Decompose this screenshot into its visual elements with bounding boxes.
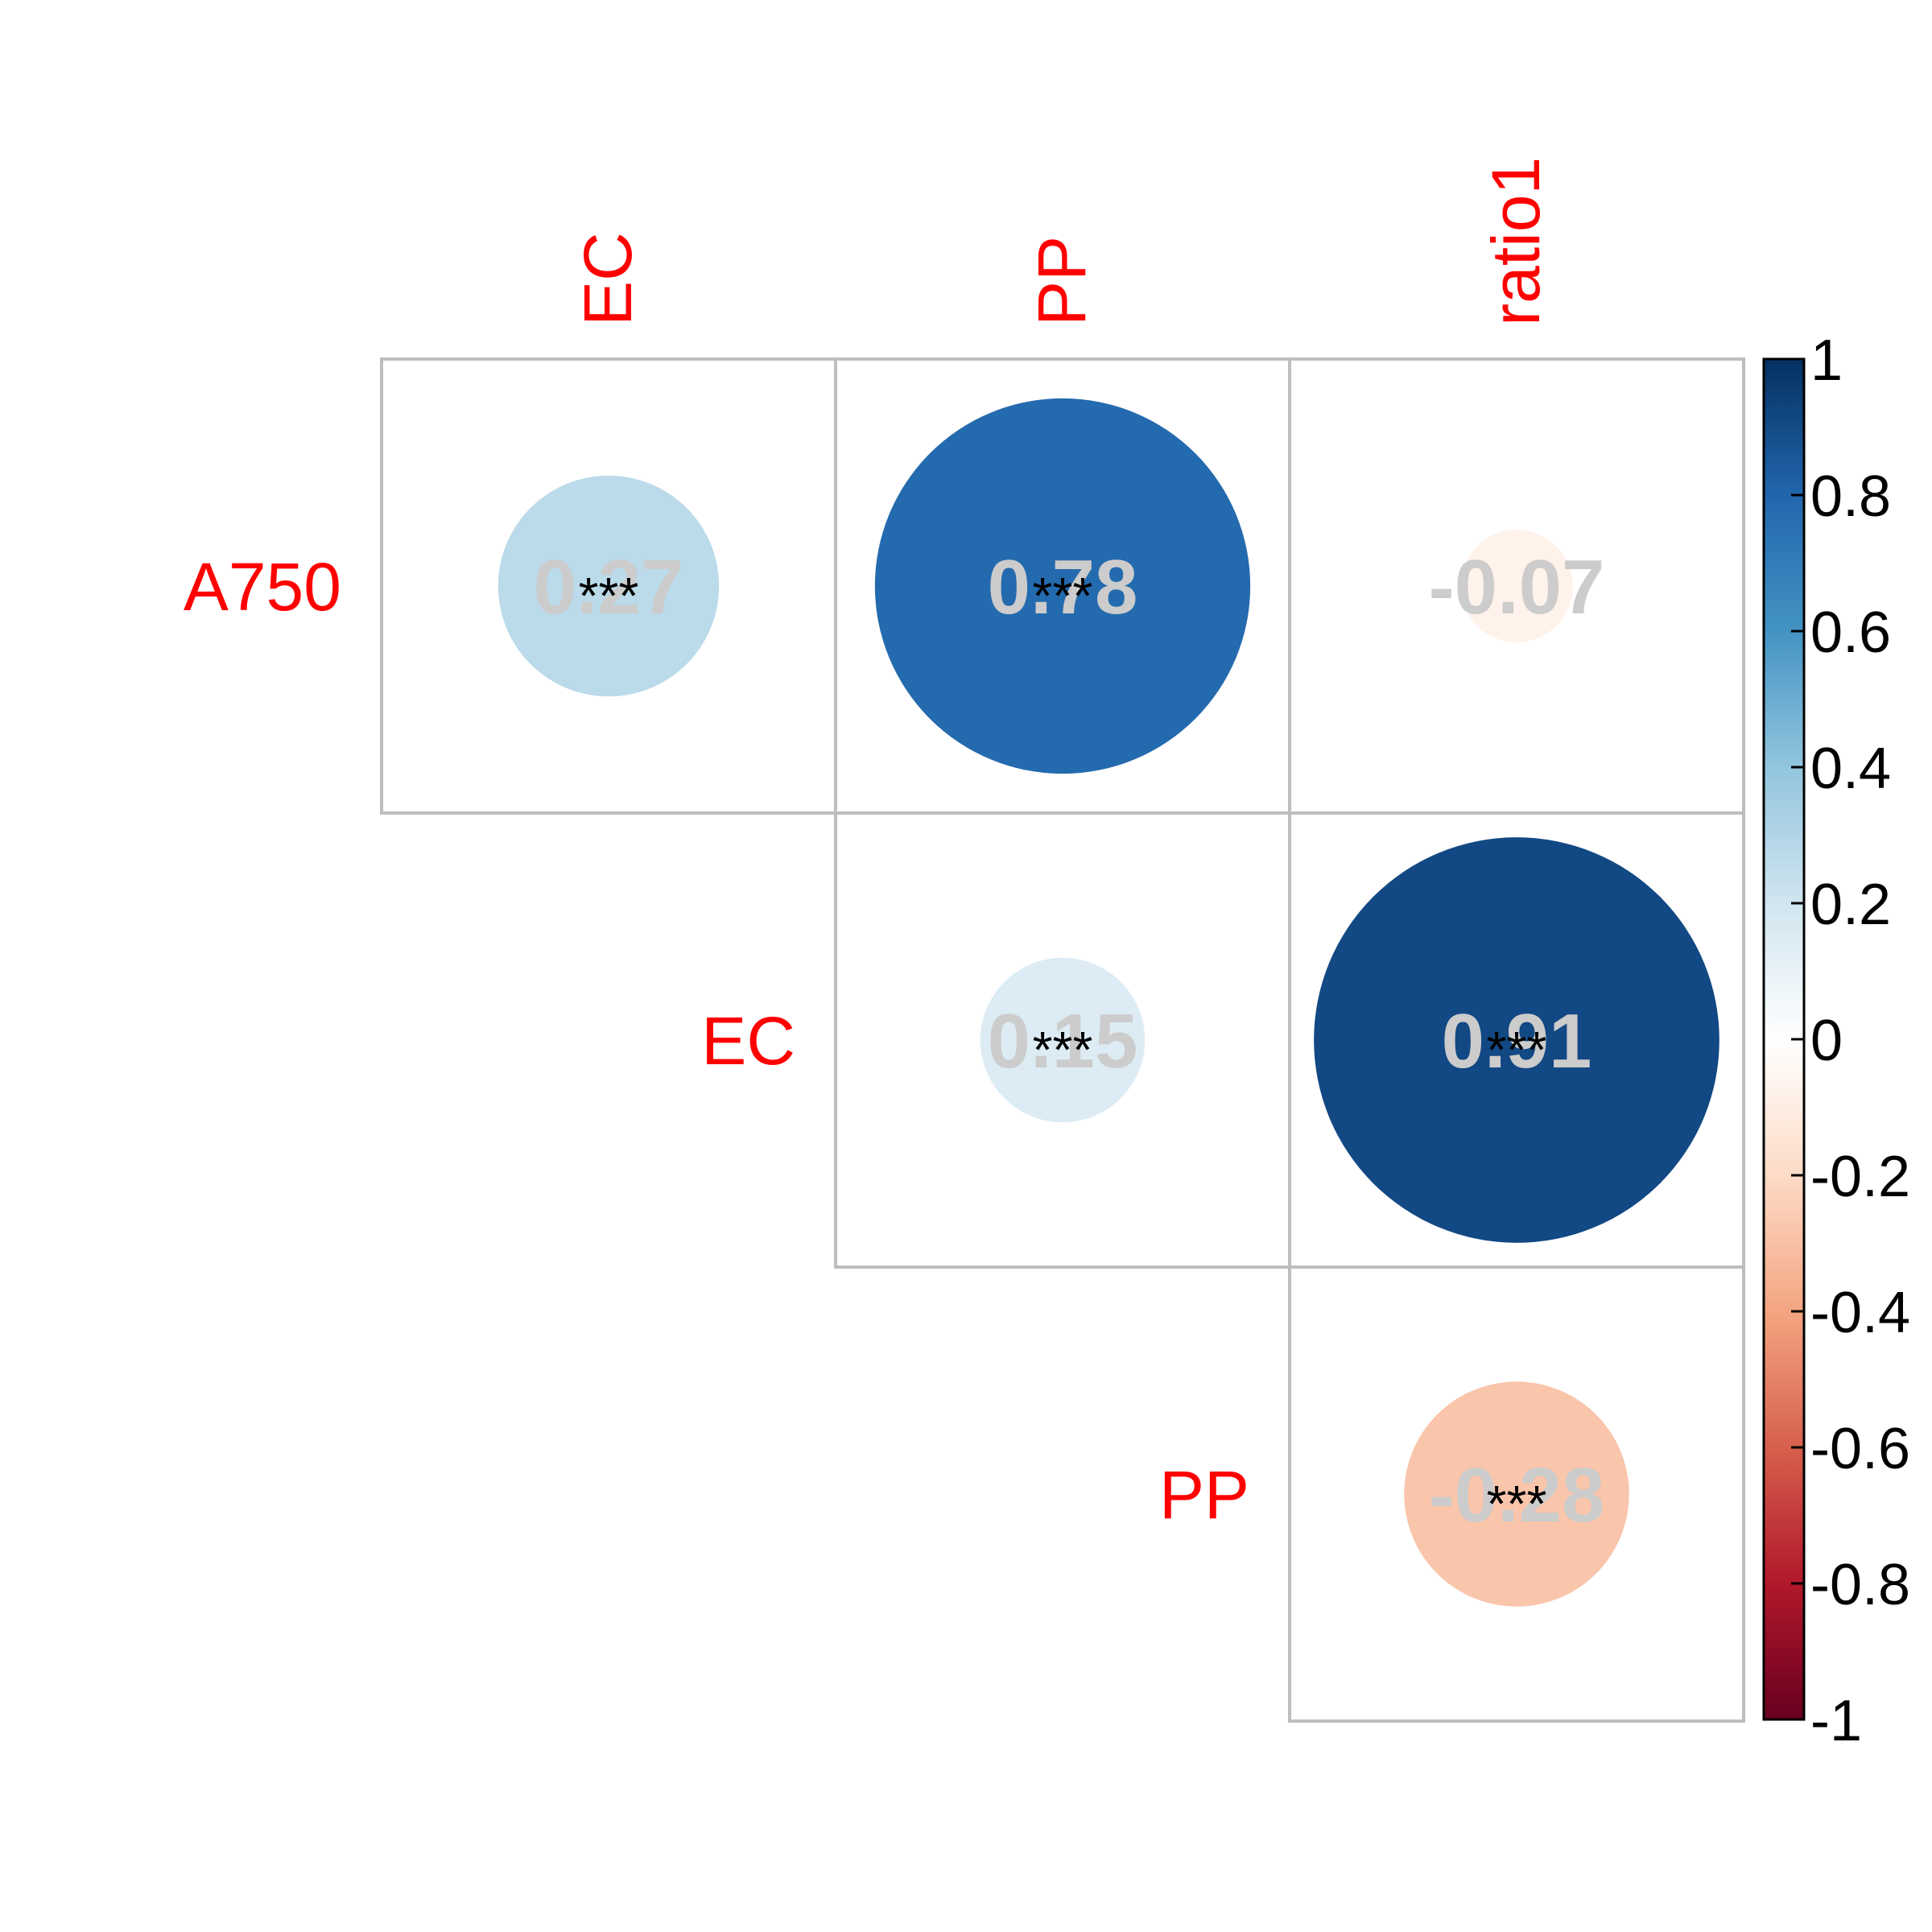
colorbar-tick-label: 0.4 xyxy=(1810,737,1891,801)
matrix-cell: -0.28*** xyxy=(1288,1265,1745,1723)
significance-marker: *** xyxy=(1033,1021,1093,1079)
matrix-cell: 0.27*** xyxy=(380,357,837,815)
row-label: A750 xyxy=(184,549,341,625)
correlation-value-label: 0.78 xyxy=(988,544,1138,630)
correlation-value-label: 0.27 xyxy=(534,544,684,630)
color-legend: 1 0.8 0.6 0.4 0.2 0 -0.2 -0.4 -0.6 -0.8 -1 xyxy=(1762,328,1910,1753)
row-labels: A750 EC PP xyxy=(184,549,1249,1533)
colorbar-tick-label: 0 xyxy=(1810,1009,1843,1073)
matrix-cells: 0.27*** 0.78*** -0.070.15*** 0.91***-0.28**… xyxy=(380,357,1745,1723)
correlation-circle xyxy=(980,957,1146,1123)
cell-border xyxy=(1288,1265,1745,1723)
correlation-circle xyxy=(1460,530,1573,642)
correlation-circle xyxy=(497,475,720,697)
correlation-value-label: -0.28 xyxy=(1429,1452,1605,1538)
correlation-circle xyxy=(1314,837,1719,1243)
matrix-cell: 0.91*** xyxy=(1288,811,1745,1269)
colorbar-tick-label: 0.8 xyxy=(1810,464,1891,529)
correlation-value-label: 0.91 xyxy=(1442,998,1592,1084)
significance-marker: *** xyxy=(579,567,639,625)
row-label: PP xyxy=(1159,1457,1249,1533)
colorbar-tick-label: -0.4 xyxy=(1810,1281,1910,1345)
column-labels: EC PP ratio1 xyxy=(570,157,1554,326)
matrix-cell: 0.15*** xyxy=(834,811,1291,1269)
significance-marker: *** xyxy=(1487,1475,1547,1533)
column-label: PP xyxy=(1024,236,1100,326)
correlation-circle xyxy=(874,398,1251,774)
correlation-value-label: -0.07 xyxy=(1429,544,1605,630)
colorbar-tick-label: 0.6 xyxy=(1810,601,1891,665)
row-label: EC xyxy=(701,1003,795,1079)
colorbar-tick-label: 0.2 xyxy=(1810,873,1891,937)
column-label: ratio1 xyxy=(1478,157,1554,326)
colorbar-tick-label: -0.6 xyxy=(1810,1417,1910,1481)
colorbar-tick-label: -1 xyxy=(1810,1689,1862,1753)
colorbar-tick-label: -0.2 xyxy=(1810,1145,1910,1209)
column-label: EC xyxy=(570,232,646,326)
correlation-circle xyxy=(1404,1381,1629,1607)
matrix-cell: -0.07 xyxy=(1288,357,1745,815)
matrix-cell: 0.78*** xyxy=(834,357,1291,815)
significance-marker: *** xyxy=(1033,567,1093,625)
correlation-value-label: 0.15 xyxy=(988,998,1138,1084)
colorbar-tick-label: 1 xyxy=(1810,328,1843,393)
significance-marker: *** xyxy=(1487,1021,1547,1079)
colorbar-tick-label: -0.8 xyxy=(1810,1553,1910,1617)
